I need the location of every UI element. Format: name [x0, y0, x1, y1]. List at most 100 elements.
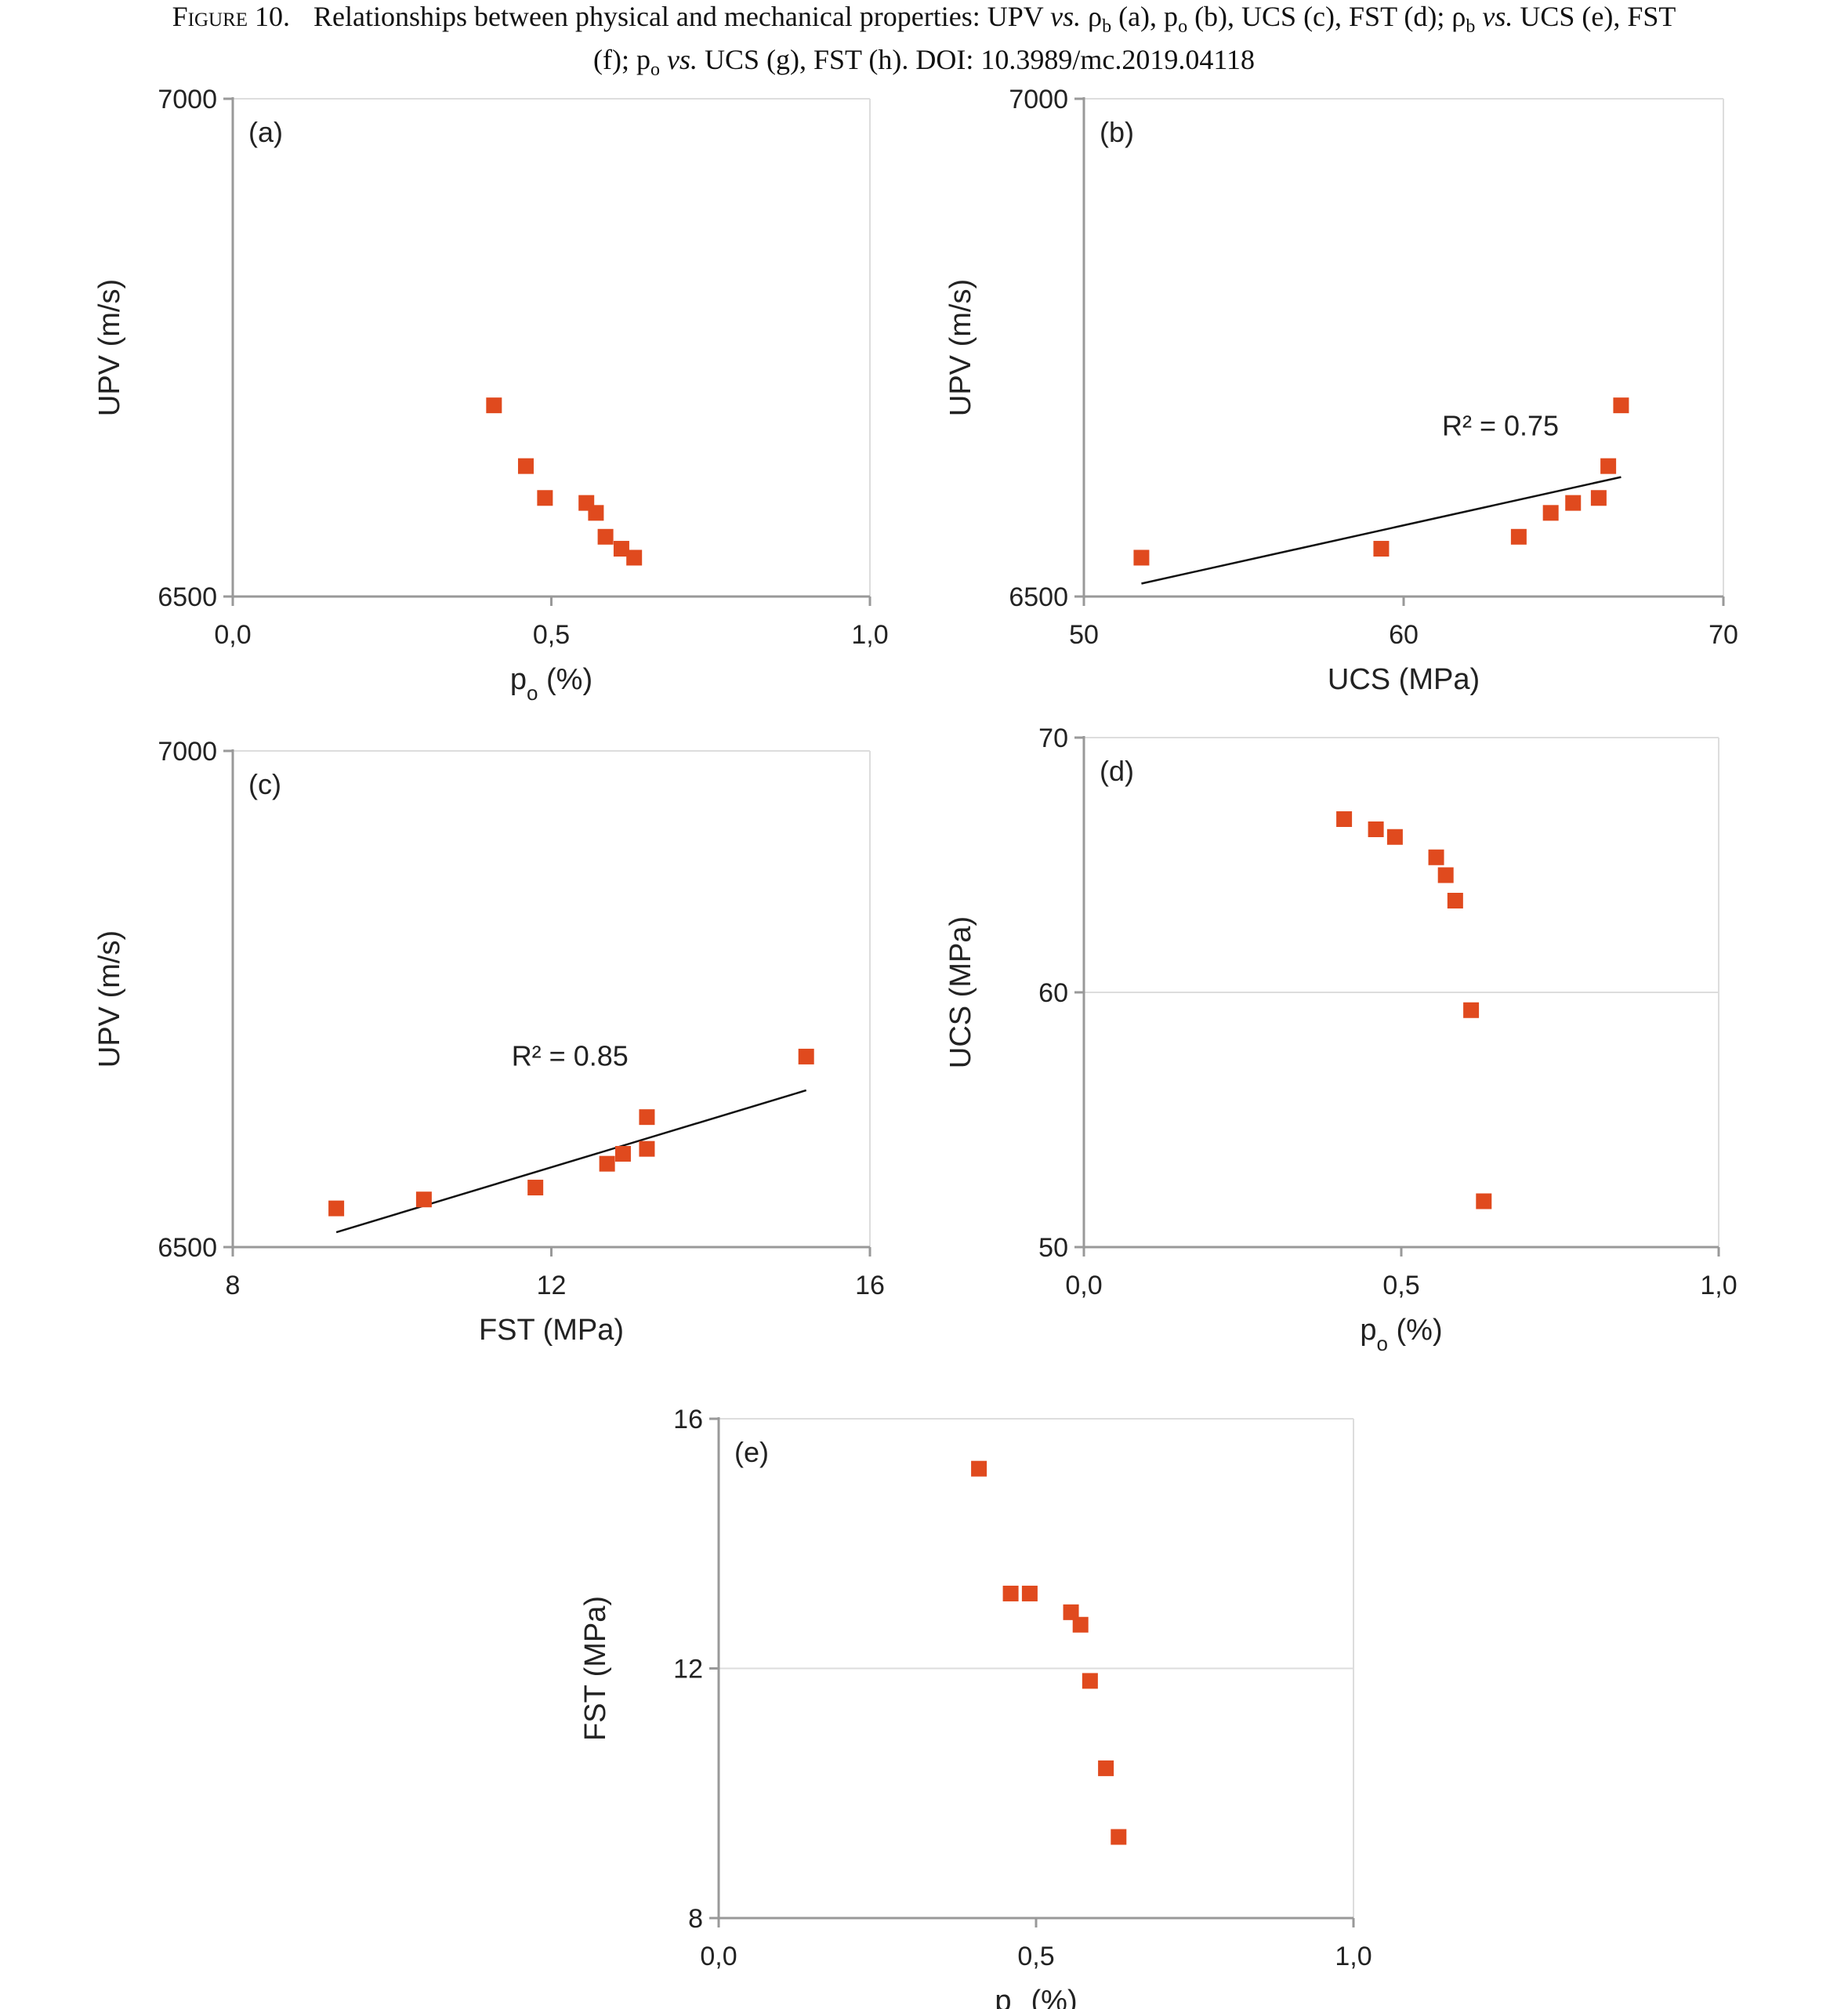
caption-sub-b: b [1466, 16, 1476, 38]
y-tick-label: 7000 [158, 737, 217, 767]
caption-sub-o: o [650, 60, 660, 81]
caption-sub-b: b [1102, 16, 1112, 38]
x-axis-label-subscript: o [1012, 2003, 1023, 2009]
y-axis-label: UPV (m/s) [93, 930, 126, 1068]
panel-label: (c) [248, 768, 281, 800]
x-tick-label: 1,0 [851, 620, 888, 650]
x-tick-label: 16 [855, 1271, 885, 1300]
figure-caption: Figure 10. Relationships between physical… [0, 0, 1848, 86]
panel-label: (d) [1100, 755, 1134, 787]
data-point [798, 1048, 814, 1064]
x-tick-label: 0,5 [1017, 1942, 1054, 1971]
data-point [1373, 541, 1390, 557]
data-point [639, 1140, 655, 1157]
data-point [1072, 1616, 1089, 1633]
x-axis-label-unit: (%) [1023, 1985, 1078, 2009]
data-point [1336, 811, 1353, 827]
data-point [1021, 1585, 1038, 1601]
y-tick-label: 16 [673, 1405, 703, 1434]
data-point [1510, 528, 1527, 545]
y-tick-label: 7000 [158, 85, 217, 114]
data-point [1447, 893, 1463, 908]
x-axis-label: po (%) [1360, 1314, 1442, 1355]
data-point [1565, 495, 1582, 511]
y-tick-label: 8 [688, 1904, 703, 1934]
data-point [626, 549, 643, 566]
caption-text: (a), p [1111, 1, 1179, 32]
panel-label: (e) [734, 1436, 769, 1468]
x-axis-label-main: p [510, 663, 527, 696]
x-tick-label: 0,0 [214, 620, 251, 650]
trend-line [335, 1089, 807, 1234]
data-point [1476, 1193, 1492, 1209]
caption-vs: vs. [666, 44, 698, 76]
panel-label: (b) [1100, 116, 1134, 148]
x-tick-label: 0,0 [1065, 1271, 1102, 1300]
x-axis-label: FST (MPa) [479, 1314, 624, 1347]
data-point [1542, 505, 1559, 521]
caption-text: (f); p [593, 44, 650, 76]
data-point [1082, 1673, 1098, 1689]
data-point [486, 397, 502, 414]
x-axis-label-main: p [1360, 1314, 1376, 1347]
x-axis-label: po (%) [510, 663, 592, 705]
data-point [1613, 397, 1629, 414]
data-point [1590, 490, 1607, 506]
x-tick-label: 50 [1069, 620, 1099, 650]
caption-rho: ρ [1088, 1, 1103, 32]
panel-label: (a) [248, 116, 283, 148]
caption-line-1: Figure 10. Relationships between physical… [0, 0, 1848, 43]
data-point [613, 541, 629, 557]
caption-rho: ρ [1451, 1, 1466, 32]
caption-text: (b), UCS (c), FST (d); [1187, 1, 1452, 32]
data-point [1063, 1604, 1079, 1620]
x-tick-label: 12 [537, 1271, 567, 1300]
r-squared-annotation: R² = 0.75 [1442, 409, 1559, 441]
caption-text: Relationships between physical and mecha… [313, 1, 1044, 32]
data-point [588, 505, 604, 521]
y-axis-label: UPV (m/s) [944, 279, 977, 416]
x-tick-label: 1,0 [1335, 1942, 1372, 1971]
data-point [1386, 829, 1403, 845]
data-point [527, 1180, 544, 1196]
data-point [1368, 821, 1384, 837]
data-point [1002, 1585, 1019, 1601]
data-point [1463, 1002, 1480, 1018]
chart-panel-e: 8 12 16 0,0 0,5 1,0 (e) FST (MPa) po (%) [579, 1405, 1372, 2009]
data-point [328, 1200, 345, 1217]
y-tick-label: 6500 [158, 1233, 217, 1263]
caption-vs: vs. [1050, 1, 1082, 32]
r-squared-annotation: R² = 0.85 [512, 1039, 629, 1072]
y-tick-label: 6500 [158, 582, 217, 612]
chart-panel-a: 6500 7000 0,0 0,5 1,0 (a) UPV (m/s) po (%) [93, 85, 889, 705]
data-point [1437, 867, 1454, 883]
x-axis-label-subscript: o [527, 681, 538, 705]
data-point [517, 458, 534, 474]
x-axis-label: po (%) [995, 1985, 1077, 2009]
x-tick-label: 60 [1389, 620, 1419, 650]
x-axis-label-unit: (%) [1388, 1314, 1443, 1347]
data-point [1098, 1760, 1114, 1776]
data-point [537, 490, 553, 506]
data-point [1111, 1829, 1127, 1845]
x-axis-label: UCS (MPa) [1328, 663, 1480, 696]
x-tick-label: 0,5 [533, 620, 570, 650]
caption-vs: vs. [1482, 1, 1513, 32]
y-tick-label: 50 [1038, 1233, 1068, 1263]
data-point [415, 1191, 432, 1208]
data-point [1600, 458, 1617, 474]
y-axis-label: FST (MPa) [579, 1596, 612, 1741]
y-tick-label: 7000 [1009, 85, 1068, 114]
data-point [1133, 549, 1150, 566]
x-tick-label: 0,5 [1382, 1271, 1419, 1300]
data-point [971, 1460, 987, 1477]
x-axis-label-unit: (%) [538, 663, 592, 696]
data-point [597, 528, 614, 545]
y-tick-label: 6500 [1009, 582, 1068, 612]
caption-line-2: (f); po vs. UCS (g), FST (h). DOI: 10.39… [0, 43, 1848, 86]
y-axis-label: UCS (MPa) [944, 916, 977, 1068]
chart-panel-c: 6500 7000 8 12 16 (c) UPV (m/s) FST (MPa) R² = 0… [93, 737, 885, 1347]
y-tick-label: 70 [1038, 723, 1068, 753]
x-tick-label: 8 [226, 1271, 241, 1300]
y-axis-label: UPV (m/s) [93, 279, 126, 416]
